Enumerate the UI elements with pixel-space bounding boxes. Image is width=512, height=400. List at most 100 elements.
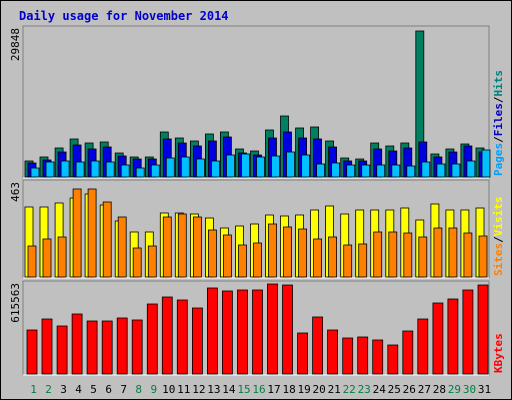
visits-panel-bar-sites-5: [87, 188, 97, 278]
visits-panel-legend-item-1: /: [492, 236, 505, 243]
kbytes-panel-bar-kbytes-24: [372, 339, 384, 375]
visits-panel-bar-sites-3: [57, 236, 67, 278]
kbytes-panel-bar-kbytes-25: [387, 344, 399, 375]
hits-panel-bar-pages-6: [105, 161, 115, 178]
x-tick-label-17: 17: [267, 383, 280, 396]
kbytes-panel-bar-kbytes-12: [191, 307, 203, 375]
hits-panel-bar-pages-11: [180, 156, 190, 178]
hits-panel-legend-item-0: Pages: [492, 143, 505, 176]
x-tick-label-8: 8: [135, 383, 142, 396]
kbytes-panel-bar-kbytes-30: [462, 289, 474, 375]
hits-panel-bar-pages-16: [256, 156, 265, 178]
x-tick-label-25: 25: [388, 383, 401, 396]
visits-panel-ytick-label: 463: [9, 182, 22, 202]
x-tick-label-24: 24: [373, 383, 387, 396]
hits-panel-bar-pages-15: [241, 153, 250, 178]
kbytes-panel-ytick-label: 615563: [9, 283, 22, 323]
hits-panel-legend-item-3: /: [492, 96, 505, 103]
kbytes-panel-bar-kbytes-13: [206, 287, 218, 375]
x-tick-label-4: 4: [75, 383, 82, 396]
x-tick-label-14: 14: [222, 383, 236, 396]
visits-panel-bar-sites-23: [358, 243, 368, 278]
kbytes-panel-bar-kbytes-22: [342, 337, 354, 375]
hits-panel-legend-item-4: Hits: [492, 70, 505, 97]
hits-panel-bar-pages-27: [421, 161, 431, 178]
visits-panel-bar-sites-22: [343, 244, 353, 278]
kbytes-panel-bar-kbytes-4: [71, 313, 83, 375]
hits-panel-bar-pages-18: [286, 151, 295, 178]
kbytes-panel: 615563 KBytes: [9, 280, 505, 376]
hits-panel-bar-pages-21: [331, 162, 341, 178]
hits-panel-bar-pages-8: [135, 167, 145, 178]
hits-panel-bar-pages-19: [301, 154, 311, 178]
x-tick-label-16: 16: [252, 383, 265, 396]
hits-panel-ytick-label: 29848: [9, 28, 22, 61]
x-tick-label-7: 7: [120, 383, 127, 396]
x-tick-label-6: 6: [105, 383, 112, 396]
visits-panel-bar-sites-6: [102, 201, 112, 278]
chart-panels: 29848Pages/Files/Hits463Sites/Visits6155…: [9, 25, 505, 376]
x-tick-label-22: 22: [343, 383, 356, 396]
kbytes-panel-bar-kbytes-7: [116, 317, 128, 375]
visits-panel-bar-sites-19: [298, 228, 308, 278]
x-tick-label-23: 23: [358, 383, 371, 396]
visits-panel-bar-sites-20: [313, 238, 323, 278]
kbytes-panel-bar-kbytes-8: [131, 319, 143, 375]
x-axis-tick-labels: 1 2 3 4 5 6 7 8 9 10 11 12 13 14 15 16 17 18 19 20 21 22 23 24 2…: [30, 383, 491, 396]
visits-panel-bar-sites-10: [162, 216, 172, 278]
hits-panel-legend-item-2: Files: [492, 103, 505, 136]
kbytes-panel-legend: KBytes: [492, 333, 505, 373]
hits-panel-bar-pages-2: [45, 161, 55, 178]
kbytes-panel-bar-kbytes-6: [101, 320, 113, 375]
kbytes-panel-bar-kbytes-15: [237, 289, 248, 375]
x-tick-label-2: 2: [45, 383, 52, 396]
hits-panel-bar-pages-13: [210, 160, 220, 178]
x-tick-label-11: 11: [177, 383, 190, 396]
visits-panel-bar-sites-29: [448, 227, 458, 278]
visits-panel-bar-sites-21: [328, 236, 338, 278]
x-tick-label-3: 3: [60, 383, 67, 396]
hits-panel-bar-pages-9: [150, 164, 160, 178]
hits-panel-bar-pages-1: [30, 167, 40, 178]
kbytes-panel-bar-kbytes-10: [161, 296, 173, 375]
hits-panel-bar-pages-17: [271, 155, 280, 178]
hits-panel-bar-pages-23: [361, 164, 371, 178]
kbytes-panel-legend-item-0: KBytes: [492, 333, 505, 373]
visits-panel-bar-sites-17: [268, 223, 277, 278]
x-tick-label-5: 5: [90, 383, 97, 396]
kbytes-panel-bar-kbytes-27: [417, 318, 429, 375]
x-tick-label-21: 21: [328, 383, 341, 396]
visits-panel-bar-sites-11: [177, 213, 187, 278]
visits-panel-bar-sites-31: [478, 235, 488, 278]
kbytes-panel-bar-kbytes-5: [86, 320, 98, 375]
visits-panel-bar-sites-14: [222, 234, 232, 278]
kbytes-panel-bar-kbytes-19: [297, 332, 309, 375]
hits-panel-bar-pages-31: [481, 149, 491, 178]
visits-panel-bar-sites-30: [463, 232, 473, 278]
kbytes-panel-bar-kbytes-20: [312, 316, 324, 375]
visits-panel-bar-sites-13: [207, 229, 217, 278]
kbytes-panel-bar-kbytes-18: [282, 284, 293, 375]
hits-panel-bar-pages-14: [225, 154, 235, 178]
hits-panel-bar-pages-30: [466, 160, 476, 178]
hits-panel-bar-pages-3: [60, 160, 70, 178]
kbytes-panel-bar-kbytes-14: [221, 290, 233, 375]
x-tick-label-19: 19: [297, 383, 310, 396]
hits-panel-bar-pages-12: [195, 158, 205, 178]
visits-panel-legend-item-2: Visits: [492, 197, 505, 237]
hits-panel-bar-pages-10: [165, 157, 175, 178]
hits-panel-legend: Pages/Files/Hits: [492, 70, 505, 176]
visits-panel-bar-sites-4: [72, 188, 82, 278]
hits-panel-bar-pages-24: [376, 164, 386, 178]
kbytes-panel-bar-kbytes-16: [252, 289, 263, 375]
hits-panel-bar-pages-7: [120, 164, 130, 178]
hits-panel-bar-pages-26: [406, 165, 416, 178]
x-tick-label-9: 9: [150, 383, 157, 396]
kbytes-panel-bar-kbytes-2: [41, 318, 53, 375]
x-tick-label-29: 29: [448, 383, 461, 396]
kbytes-panel-bar-kbytes-28: [432, 302, 444, 375]
visits-panel-bar-sites-7: [117, 216, 127, 278]
kbytes-panel-bar-kbytes-29: [447, 298, 459, 375]
